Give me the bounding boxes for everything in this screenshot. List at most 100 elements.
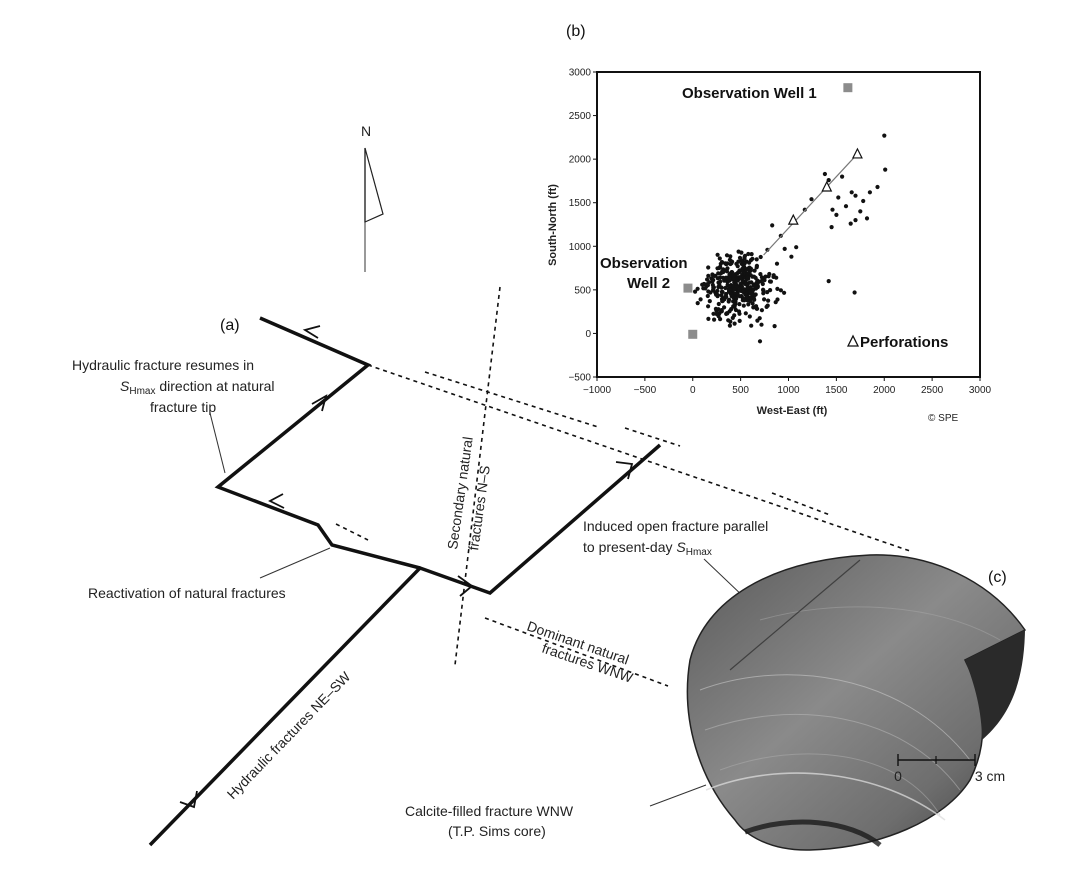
hydraulic-fracture-upper xyxy=(214,316,421,570)
microseismic-point xyxy=(742,253,748,258)
microseismic-point xyxy=(724,275,729,280)
microseismic-point xyxy=(748,273,753,278)
microseismic-point xyxy=(858,209,863,214)
leader-line xyxy=(649,784,707,807)
microseismic-point xyxy=(864,216,870,221)
microseismic-point xyxy=(723,261,728,266)
direction-text: direction at natural xyxy=(155,378,274,394)
present-day-text: to present-day xyxy=(583,539,676,555)
microseismic-point xyxy=(727,297,732,302)
microseismic-point xyxy=(741,303,746,308)
microseismic-point xyxy=(853,218,858,223)
microseismic-point xyxy=(759,322,764,327)
calcite-label-2: (T.P. Sims core) xyxy=(448,823,546,839)
microseismic-point xyxy=(764,304,769,309)
microseismic-point xyxy=(737,311,742,316)
microseismic-point xyxy=(775,286,780,291)
microseismic-point xyxy=(732,287,737,292)
induced-label-1: Induced open fracture parallel xyxy=(583,518,768,534)
observation-well-marker xyxy=(683,283,693,293)
y-tick-label: 2500 xyxy=(569,111,592,122)
microseismic-point xyxy=(717,265,722,270)
microseismic-point xyxy=(721,269,726,275)
arrow-icon xyxy=(179,790,198,809)
y-tick-label: 0 xyxy=(585,329,591,340)
hydraulic-resumes-label-2: SHmax direction at natural xyxy=(120,378,275,397)
y-tick-label: −500 xyxy=(568,373,591,384)
microseismic-point xyxy=(745,275,751,280)
microseismic-point xyxy=(762,297,767,302)
hmax-sub: Hmax xyxy=(686,547,712,558)
microseismic-point xyxy=(723,285,728,291)
microseismic-point xyxy=(707,280,712,285)
microseismic-point xyxy=(771,273,776,278)
microseismic-point xyxy=(737,302,742,307)
microseismic-point xyxy=(720,299,725,304)
microseismic-point xyxy=(772,324,777,329)
microseismic-point xyxy=(703,286,708,291)
microseismic-point xyxy=(822,171,828,177)
microseismic-point xyxy=(748,295,753,300)
microseismic-point xyxy=(778,288,784,293)
hydraulic-resumes-label-1: Hydraulic fracture resumes in xyxy=(72,357,254,373)
microseismic-point xyxy=(711,277,716,283)
microseismic-point xyxy=(714,292,719,297)
data-points xyxy=(683,83,888,344)
reactivation-dash xyxy=(335,523,369,541)
microseismic-point xyxy=(722,305,727,310)
microseismic-point xyxy=(745,285,750,291)
microseismic-point xyxy=(751,287,756,293)
microseismic-point xyxy=(753,304,758,309)
microseismic-point xyxy=(747,289,752,294)
perforations-legend-label: Perforations xyxy=(860,334,948,351)
microseismic-point xyxy=(756,279,761,284)
microseismic-point xyxy=(706,316,711,321)
microseismic-point xyxy=(754,257,759,262)
microseismic-point xyxy=(743,311,748,316)
microseismic-point xyxy=(716,301,721,307)
hydraulic-ne-label: Hydraulic fractures NE–SW xyxy=(224,668,354,802)
panel-c-core-photo: 0 3 cm (c) xyxy=(686,554,1027,851)
microseismic-point xyxy=(767,279,773,284)
core-striation xyxy=(699,674,971,761)
microseismic-point xyxy=(737,288,742,293)
microseismic-point xyxy=(717,256,722,261)
microseismic-point xyxy=(861,198,866,204)
microseismic-point xyxy=(730,315,735,320)
hydraulic-resumes-label-3: fracture tip xyxy=(150,399,216,415)
x-tick-label: −1000 xyxy=(583,385,612,396)
fracture-arrows xyxy=(179,325,634,809)
microseismic-point xyxy=(759,308,765,313)
microseismic-point xyxy=(782,290,787,295)
dominant-fracture-dash-5 xyxy=(484,617,669,687)
microseismic-point xyxy=(752,268,757,273)
reactivation-label: Reactivation of natural fractures xyxy=(88,585,286,601)
microseismic-point xyxy=(789,254,794,259)
arrow-icon xyxy=(302,325,321,339)
microseismic-point xyxy=(727,278,732,283)
microseismic-point xyxy=(747,314,752,319)
microseismic-point xyxy=(875,184,880,190)
microseismic-point xyxy=(712,317,717,322)
y-tick-label: 3000 xyxy=(569,68,592,79)
microseismic-point xyxy=(757,339,763,344)
calcite-fracture-trace xyxy=(705,772,946,821)
y-tick-label: 1000 xyxy=(569,242,592,253)
leader-line xyxy=(209,412,226,474)
microseismic-point xyxy=(746,302,751,307)
microseismic-point xyxy=(826,178,831,183)
microseismic-point xyxy=(782,246,787,251)
microseismic-point xyxy=(715,276,720,281)
microseismic-point xyxy=(729,294,734,299)
core-striation xyxy=(704,713,961,791)
x-tick-label: 500 xyxy=(732,385,749,396)
microseismic-point xyxy=(748,266,754,271)
s-symbol: S xyxy=(120,378,130,394)
s-symbol: S xyxy=(676,539,686,555)
microseismic-point xyxy=(775,297,780,302)
microseismic-point xyxy=(754,265,759,270)
panel-b-scatter-chart: (b) −1000 −500 0 500 1000 1500 2000 2500 3000−50… xyxy=(547,23,992,424)
microseismic-point xyxy=(725,311,730,316)
microseismic-point xyxy=(732,321,737,326)
core-striation xyxy=(719,753,941,816)
